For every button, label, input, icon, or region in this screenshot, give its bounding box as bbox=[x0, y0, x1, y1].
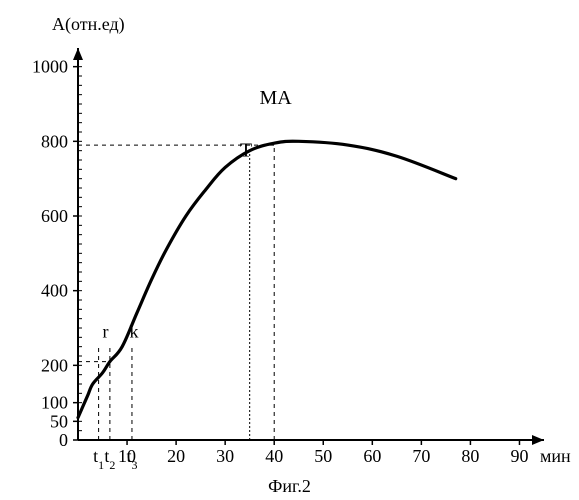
annotation-T: T bbox=[240, 139, 252, 161]
x-tick-label: 90 bbox=[510, 446, 528, 466]
y-tick-label: 50 bbox=[50, 411, 68, 431]
y-tick-label: 0 bbox=[59, 430, 68, 450]
y-tick-label: 200 bbox=[41, 355, 68, 375]
y-tick-label: 100 bbox=[41, 393, 68, 413]
annotation-k: k bbox=[130, 321, 139, 341]
x-tick-label: 20 bbox=[167, 446, 185, 466]
x-axis-title: мин bbox=[540, 446, 571, 466]
annotation-MA: MA bbox=[259, 87, 292, 109]
y-tick-label: 800 bbox=[41, 131, 68, 151]
y-tick-label: 1000 bbox=[32, 57, 68, 77]
figure-caption: Фиг.2 bbox=[268, 476, 311, 496]
x-tick-label: 70 bbox=[412, 446, 430, 466]
x-tick-label: 80 bbox=[461, 446, 479, 466]
x-tick-label: 40 bbox=[265, 446, 283, 466]
x-tick-label: 60 bbox=[363, 446, 381, 466]
chart-bg bbox=[0, 0, 579, 500]
x-tick-label: 30 bbox=[216, 446, 234, 466]
y-axis-title: А(отн.ед) bbox=[52, 14, 125, 35]
y-tick-label: 400 bbox=[41, 281, 68, 301]
annotation-r: r bbox=[103, 321, 109, 341]
x-tick-label: 50 bbox=[314, 446, 332, 466]
y-tick-label: 600 bbox=[41, 206, 68, 226]
